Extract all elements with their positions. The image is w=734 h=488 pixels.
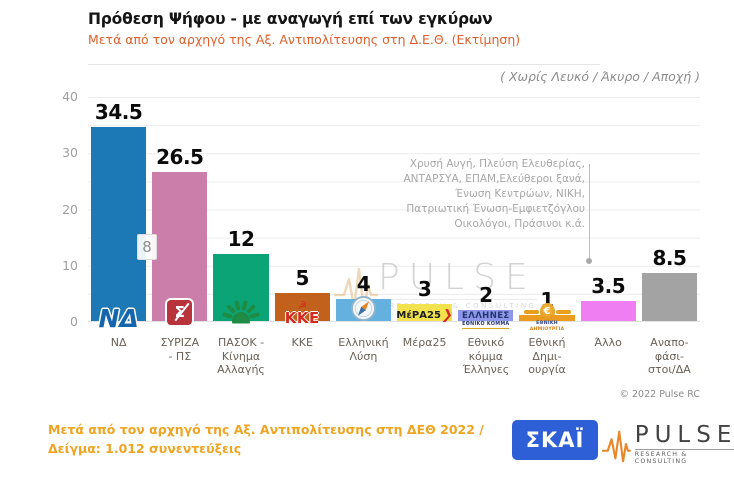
y-tick-30: 30 xyxy=(62,145,78,161)
x-label-Μέρα25: Μέρα25 xyxy=(402,336,447,349)
pulse-logo: PULSE RESEARCH & CONSULTING xyxy=(602,424,734,465)
pulse-logo-subtext: RESEARCH & CONSULTING xyxy=(634,449,734,465)
annotation-line: Ένωση Κεντρώων, ΝΙΚΗ, xyxy=(455,188,585,200)
annotation-line: ΑΝΤΑΡΣΥΑ, ΕΠΑΜ,Ελεύθεροι ξανά, xyxy=(403,173,585,185)
bar-column-8: 3.5 xyxy=(578,97,639,321)
x-axis-labels: ΝΔ ΣΥΡΙΖΑ - ΠΣ ΠΑΣΟΚ - Κίνημα Αλλαγής ΚΚΕ Ελ… xyxy=(88,336,700,377)
pulse-watermark: PULSE RESEARCH & CONSULTING xyxy=(334,257,537,315)
bar-ΠΑΣΟΚ - Κίνημα Αλλαγής xyxy=(213,253,269,321)
other-parties-annotation: Χρυσή Αυγή, Πλεύση Ελευθερίας, ΑΝΤΑΡΣΥΑ, … xyxy=(330,157,585,232)
pulse-logo-waveform-icon xyxy=(602,430,631,463)
x-label-Αναποφάσιστοι/ΔΑ: Αναπο- φάσι- στοι/ΔΑ xyxy=(648,336,691,376)
lead-difference-badge: 8 xyxy=(137,234,157,260)
annotation-line: Χρυσή Αυγή, Πλεύση Ελευθερίας, xyxy=(409,158,585,170)
bar-value-label: 4 xyxy=(356,271,371,296)
bar-column-3: 5 ☭ ΚΚΕ xyxy=(272,97,333,326)
annotation-arrow-dot xyxy=(586,258,592,264)
bar-value-label: 2 xyxy=(479,282,493,307)
bar-value-label: 12 xyxy=(227,226,255,251)
bar-Εθνική Δημιουργία xyxy=(519,315,575,321)
bar-value-label: 8.5 xyxy=(652,246,687,271)
bar-ΝΔ xyxy=(91,126,147,321)
bar-Μέρα25 xyxy=(397,304,453,321)
bar-Ελληνική Λύση xyxy=(335,298,391,321)
watermark-text: PULSE xyxy=(378,257,537,298)
footer-note-line2: Δείγμα: 1.012 συνεντεύξεις xyxy=(48,441,242,456)
footer-note: Μετά από τον αρχηγό της Αξ. Αντιπολίτευσ… xyxy=(48,420,484,458)
y-tick-20: 20 xyxy=(62,201,78,217)
chart-copyright: © 2022 Pulse RC xyxy=(619,389,700,400)
pulse-waveform-icon xyxy=(334,267,378,313)
watermark-subtext: RESEARCH & CONSULTING xyxy=(378,299,537,310)
bar-column-9: 8.5 xyxy=(639,97,700,321)
y-tick-10: 10 xyxy=(62,257,78,273)
x-label-ΣΥΡΙΖΑ - ΠΣ: ΣΥΡΙΖΑ - ΠΣ xyxy=(160,336,200,363)
pulse-logo-text: PULSE xyxy=(634,422,734,448)
exclusion-note: ( Χωρίς Λευκό / Άκυρο / Αποχή ) xyxy=(500,69,700,84)
annotation-line: Πατριωτική Ένωση-Εμφιετζόγλου xyxy=(406,203,585,215)
bar-Εθνικό κόμμα Έλληνες xyxy=(458,309,514,321)
x-label-Εθνικό κόμμα Έλληνες: Εθνικό κόμμα Έλληνες xyxy=(462,336,510,376)
bar-value-label: 34.5 xyxy=(94,99,143,124)
x-label-ΚΚΕ: ΚΚΕ xyxy=(291,336,313,349)
y-axis: 40 30 20 10 0 xyxy=(52,90,82,329)
annotation-line: Οικολόγοι, Πράσινοι κ.ά. xyxy=(454,218,585,230)
bar-column-1: 26.5 Σ xyxy=(149,97,210,325)
bar-value-label: 3.5 xyxy=(591,274,626,299)
bar-ΚΚΕ xyxy=(274,292,330,321)
x-label-Άλλο: Άλλο xyxy=(594,336,622,349)
skai-logo: ΣΚΑΪ xyxy=(512,420,598,460)
footer-note-line1: Μετά από τον αρχηγό της Αξ. Αντιπολίτευσ… xyxy=(48,422,484,437)
bar-Άλλο xyxy=(580,301,636,321)
bar-value-label: 5 xyxy=(295,265,310,290)
y-tick-0: 0 xyxy=(70,314,78,329)
x-label-ΝΔ: ΝΔ xyxy=(110,336,127,349)
bar-value-label: 3 xyxy=(417,277,432,302)
bar-Αναποφάσιστοι/ΔΑ xyxy=(641,273,697,321)
page-title: Πρόθεση Ψήφου - με αναγωγή επί των εγκύρ… xyxy=(88,10,493,28)
bar-column-2: 12 xyxy=(210,97,271,325)
x-label-ΠΑΣΟΚ - Κίνημα Αλλαγής: ΠΑΣΟΚ - Κίνημα Αλλαγής xyxy=(217,336,265,376)
y-tick-40: 40 xyxy=(62,89,78,104)
x-label-Ελληνική Λύση: Ελληνική Λύση xyxy=(338,336,389,363)
x-label-Εθνική Δημιουργία: Εθνική Δημι- ουργία xyxy=(528,336,566,376)
header-divider xyxy=(88,64,600,65)
bar-ΣΥΡΙΖΑ - ΠΣ xyxy=(152,171,208,321)
page-subtitle: Μετά από τον αρχηγό της Αξ. Αντιπολίτευσ… xyxy=(88,32,521,47)
bar-column-0: 34.5 ΝΔ xyxy=(88,97,149,331)
bar-value-label: 26.5 xyxy=(156,144,204,169)
annotation-arrow-line xyxy=(589,164,590,259)
